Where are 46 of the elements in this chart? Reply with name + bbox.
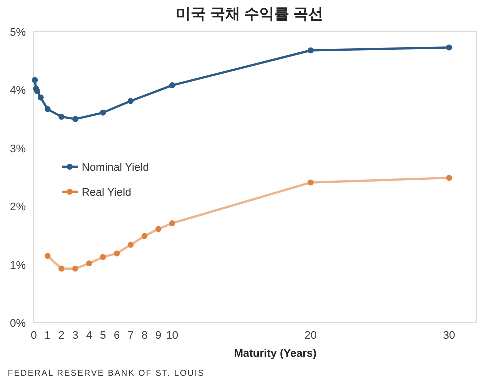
point	[308, 48, 314, 54]
x-tick-label: 2	[58, 330, 65, 342]
x-axis-title: Maturity (Years)	[234, 348, 318, 360]
point	[44, 253, 51, 260]
chart-title: 미국 국채 수익률 곡선	[176, 6, 324, 23]
point	[72, 266, 79, 272]
x-tick-label: 10	[166, 330, 179, 342]
point	[128, 242, 134, 248]
legend-label: Nominal Yield	[82, 162, 150, 174]
point	[308, 180, 314, 186]
point	[58, 114, 65, 120]
point	[32, 77, 38, 84]
point	[38, 94, 44, 101]
point	[446, 44, 452, 51]
point	[86, 260, 92, 267]
point	[156, 226, 162, 232]
x-tick-label: 30	[443, 330, 456, 342]
y-tick-label: 0%	[10, 318, 26, 330]
x-tick-label: 8	[142, 330, 148, 342]
y-tick-label: 3%	[10, 143, 26, 156]
point	[44, 106, 51, 112]
legend-label: Real Yield	[82, 187, 132, 199]
point	[72, 116, 79, 122]
y-tick-label: 2%	[10, 202, 26, 214]
point	[169, 220, 176, 226]
x-tick-label: 9	[156, 330, 162, 342]
point	[100, 110, 106, 116]
point	[142, 233, 148, 240]
x-tick-label: 1	[44, 330, 51, 342]
y-tick-label: 1%	[10, 260, 26, 272]
x-tick-label: 6	[114, 330, 120, 342]
point	[128, 98, 134, 104]
x-tick-label: 4	[86, 330, 92, 342]
x-tick-label: 5	[100, 330, 106, 342]
y-tick-label: 5%	[10, 27, 26, 39]
point	[169, 82, 176, 89]
x-tick-label: 3	[72, 330, 79, 342]
y-tick-label: 4%	[10, 85, 26, 98]
point	[58, 266, 65, 272]
x-tick-label: 0	[30, 330, 38, 342]
point	[100, 254, 106, 260]
text: FEDERAL RESERVE BANK OF ST. LOUIS	[8, 368, 205, 378]
point	[446, 175, 452, 182]
x-tick-label: 7	[128, 330, 134, 342]
point	[114, 250, 120, 257]
x-tick-label: 20	[304, 330, 317, 342]
